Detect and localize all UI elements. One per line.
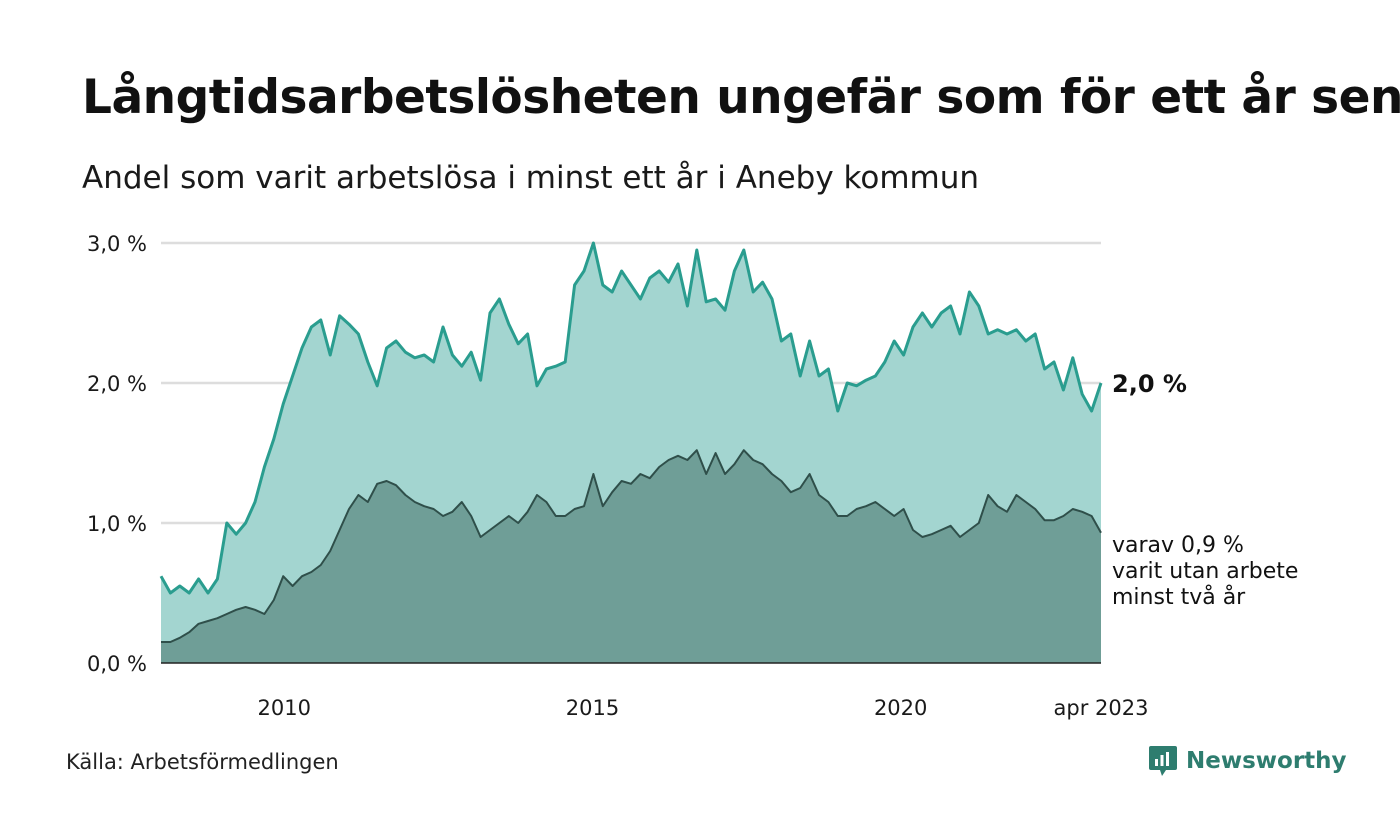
chart-title: Långtidsarbetslösheten ungefär som för e… [82,70,1400,125]
chart-subtitle: Andel som varit arbetslösa i minst ett å… [82,160,980,196]
series-areas [161,243,1101,663]
x-tick-label: 2015 [566,696,619,720]
brand-name: Newsworthy [1186,748,1347,774]
series-area [161,450,1101,663]
annotation-line: varav 0,9 % [1112,533,1244,558]
series-line [161,449,1102,643]
annotation-line: minst två år [1112,584,1246,610]
newsworthy-logo-icon [1149,746,1177,776]
y-tick-label: 2,0 % [87,372,147,396]
end-value-label: 2,0 % [1112,370,1187,398]
y-tick-label: 1,0 % [87,512,147,536]
source-note: Källa: Arbetsförmedlingen [66,750,339,774]
series-line [159,241,1103,595]
y-tick-label: 3,0 % [87,232,147,256]
x-tick-label: 2010 [258,696,311,720]
series-lines [159,241,1103,643]
y-tick-label: 0,0 % [87,652,147,676]
x-tick-label: 2020 [874,696,927,720]
axes: 0,0 % 1,0 % 2,0 % 3,0 % 2010 2015 2020 apr 2023 [87,232,1149,720]
brand-logo[interactable]: Newsworthy [1148,744,1347,778]
x-tick-label: apr 2023 [1054,696,1149,720]
annotation-line: varit utan arbete [1112,559,1298,584]
